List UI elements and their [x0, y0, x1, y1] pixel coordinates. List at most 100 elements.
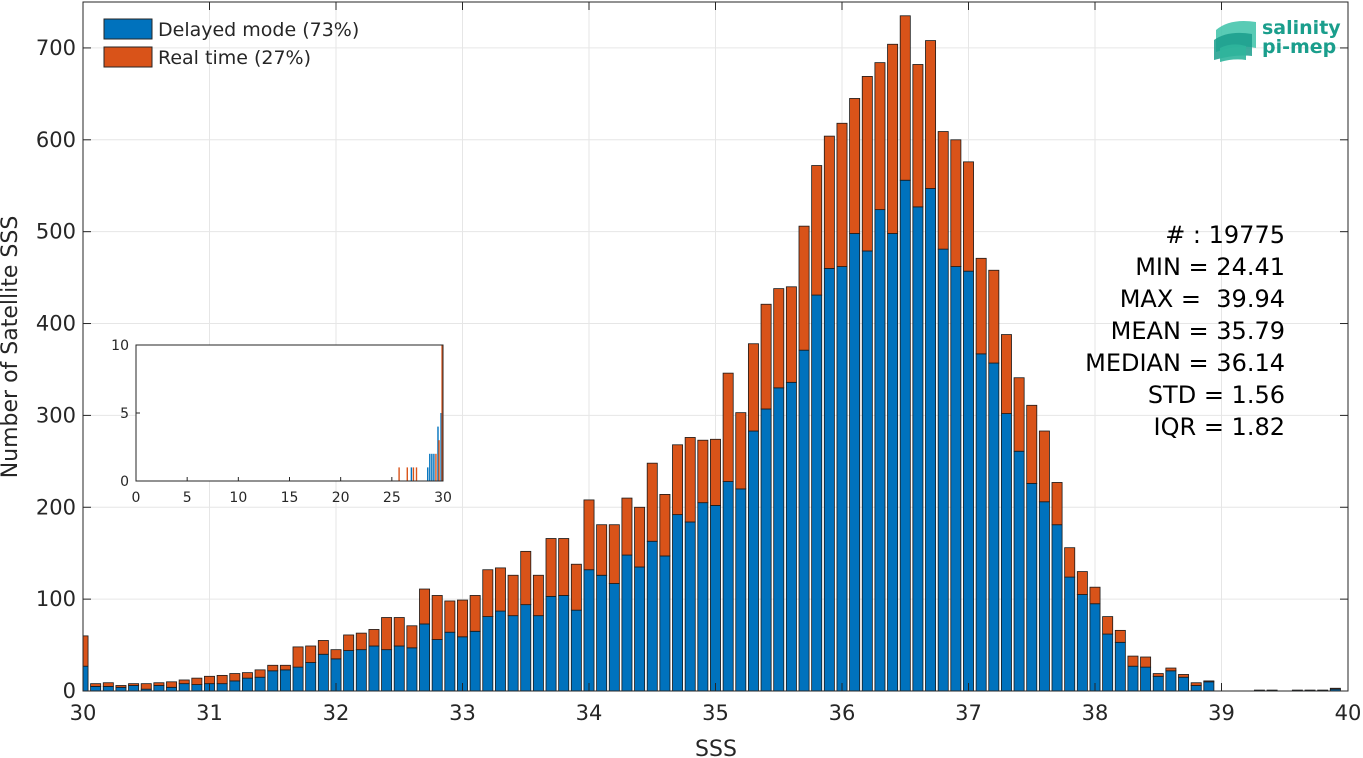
- inset-bar: [440, 413, 442, 481]
- bar-real-time: [444, 600, 456, 633]
- bar-delayed-mode: [1026, 482, 1038, 692]
- bar-delayed-mode: [507, 615, 519, 692]
- bar-delayed-mode: [1038, 501, 1050, 692]
- bar-delayed-mode: [672, 514, 684, 692]
- bar-real-time: [975, 257, 987, 355]
- bar-real-time: [823, 135, 835, 269]
- bar-delayed-mode: [229, 680, 241, 692]
- bar-delayed-mode: [1178, 676, 1190, 692]
- bar-real-time: [520, 550, 532, 606]
- bar-delayed-mode: [431, 639, 443, 692]
- bar-real-time: [861, 76, 873, 252]
- inset-bar: [415, 467, 418, 481]
- bar-delayed-mode: [545, 595, 557, 692]
- bar-delayed-mode: [1089, 603, 1101, 692]
- y-tick-label: 700: [36, 36, 76, 60]
- bar-delayed-mode: [292, 666, 304, 692]
- bar-delayed-mode: [747, 430, 759, 692]
- bar-real-time: [216, 674, 228, 685]
- bar-real-time: [507, 574, 519, 617]
- bar-real-time: [140, 683, 152, 690]
- bar-real-time: [608, 524, 620, 584]
- inset-bar: [431, 453, 433, 481]
- stats-iqr: IQR = 1.82: [1154, 413, 1285, 441]
- bar-delayed-mode: [1051, 524, 1063, 692]
- bar-delayed-mode: [861, 250, 873, 692]
- x-tick-label: 40: [1335, 701, 1362, 725]
- inset-x-tick-label: 0: [132, 490, 141, 506]
- bar-delayed-mode: [811, 294, 823, 692]
- bar-delayed-mode: [836, 266, 848, 692]
- bar-delayed-mode: [760, 408, 772, 692]
- bar-real-time: [1102, 616, 1114, 635]
- x-tick-label: 38: [1082, 701, 1109, 725]
- bar-delayed-mode: [773, 387, 785, 692]
- bar-real-time: [494, 567, 506, 612]
- bar-real-time: [760, 303, 772, 410]
- bar-real-time: [735, 412, 747, 490]
- bar-delayed-mode: [975, 353, 987, 692]
- bar-real-time: [532, 574, 544, 617]
- bar-real-time: [937, 131, 949, 250]
- bar-real-time: [82, 635, 89, 667]
- y-axis-label: Number of Satellite SSS: [0, 216, 23, 479]
- stats-max: MAX = 39.94: [1120, 285, 1285, 313]
- bar-real-time: [1203, 680, 1215, 683]
- bar-delayed-mode: [469, 630, 481, 692]
- x-tick-label: 33: [449, 701, 476, 725]
- bar-delayed-mode: [849, 233, 861, 692]
- bar-delayed-mode: [634, 566, 646, 692]
- bar-delayed-mode: [899, 179, 911, 692]
- bar-real-time: [545, 538, 557, 597]
- bar-delayed-mode: [735, 488, 747, 692]
- bar-real-time: [166, 681, 178, 688]
- bar-delayed-mode: [925, 188, 937, 692]
- bar-delayed-mode: [166, 686, 178, 692]
- x-tick-label: 32: [323, 701, 350, 725]
- stats-count: # : 19775: [1165, 221, 1285, 249]
- bar-real-time: [191, 677, 203, 685]
- y-tick-label: 400: [36, 312, 76, 336]
- inset-bar: [406, 467, 408, 481]
- inset-bar: [398, 467, 400, 481]
- bar-real-time: [925, 40, 937, 189]
- bar-real-time: [950, 139, 962, 267]
- stats-mean: MEAN = 35.79: [1111, 317, 1285, 345]
- logo-text-pimep: pi-mep: [1262, 36, 1336, 58]
- bar-real-time: [836, 122, 848, 267]
- y-tick-label: 300: [36, 403, 76, 427]
- y-tick-label: 200: [36, 495, 76, 519]
- bar-real-time: [279, 664, 291, 671]
- bar-real-time: [393, 617, 405, 647]
- bar-real-time: [558, 538, 570, 596]
- bar-real-time: [343, 634, 355, 651]
- bar-delayed-mode: [697, 502, 709, 692]
- bar-delayed-mode: [646, 540, 658, 692]
- y-tick-label: 0: [63, 679, 76, 703]
- salinity-pimep-logo: salinity pi-mep: [1214, 17, 1341, 62]
- legend-label-realtime: Real time (27%): [158, 47, 311, 69]
- main-ticks: 30 31 32 33 34 35 36 37 38 39 40010020030040050060…: [36, 2, 1361, 725]
- inset-y-tick-label: 10: [111, 338, 129, 354]
- bar-delayed-mode: [254, 676, 266, 692]
- legend-swatch-delayed: [103, 18, 153, 40]
- bar-delayed-mode: [1190, 685, 1202, 692]
- bar-real-time: [1127, 655, 1139, 667]
- inset-bar: [427, 467, 429, 481]
- bar-delayed-mode: [482, 616, 494, 692]
- bar-delayed-mode: [798, 349, 810, 692]
- bar-delayed-mode: [963, 270, 974, 692]
- bar-real-time: [912, 64, 924, 208]
- bar-real-time: [317, 640, 329, 655]
- bar-real-time: [672, 444, 684, 516]
- stats-block: # : 19775 MIN = 24.41 MAX = 39.94 MEAN =…: [1085, 221, 1285, 441]
- bar-real-time: [1140, 656, 1152, 668]
- bar-real-time: [659, 494, 671, 557]
- bar-delayed-mode: [710, 505, 721, 692]
- x-tick-label: 34: [576, 701, 603, 725]
- bar-real-time: [1076, 571, 1088, 595]
- bar-delayed-mode: [191, 684, 203, 692]
- bar-real-time: [583, 499, 595, 571]
- bar-delayed-mode: [1127, 665, 1139, 692]
